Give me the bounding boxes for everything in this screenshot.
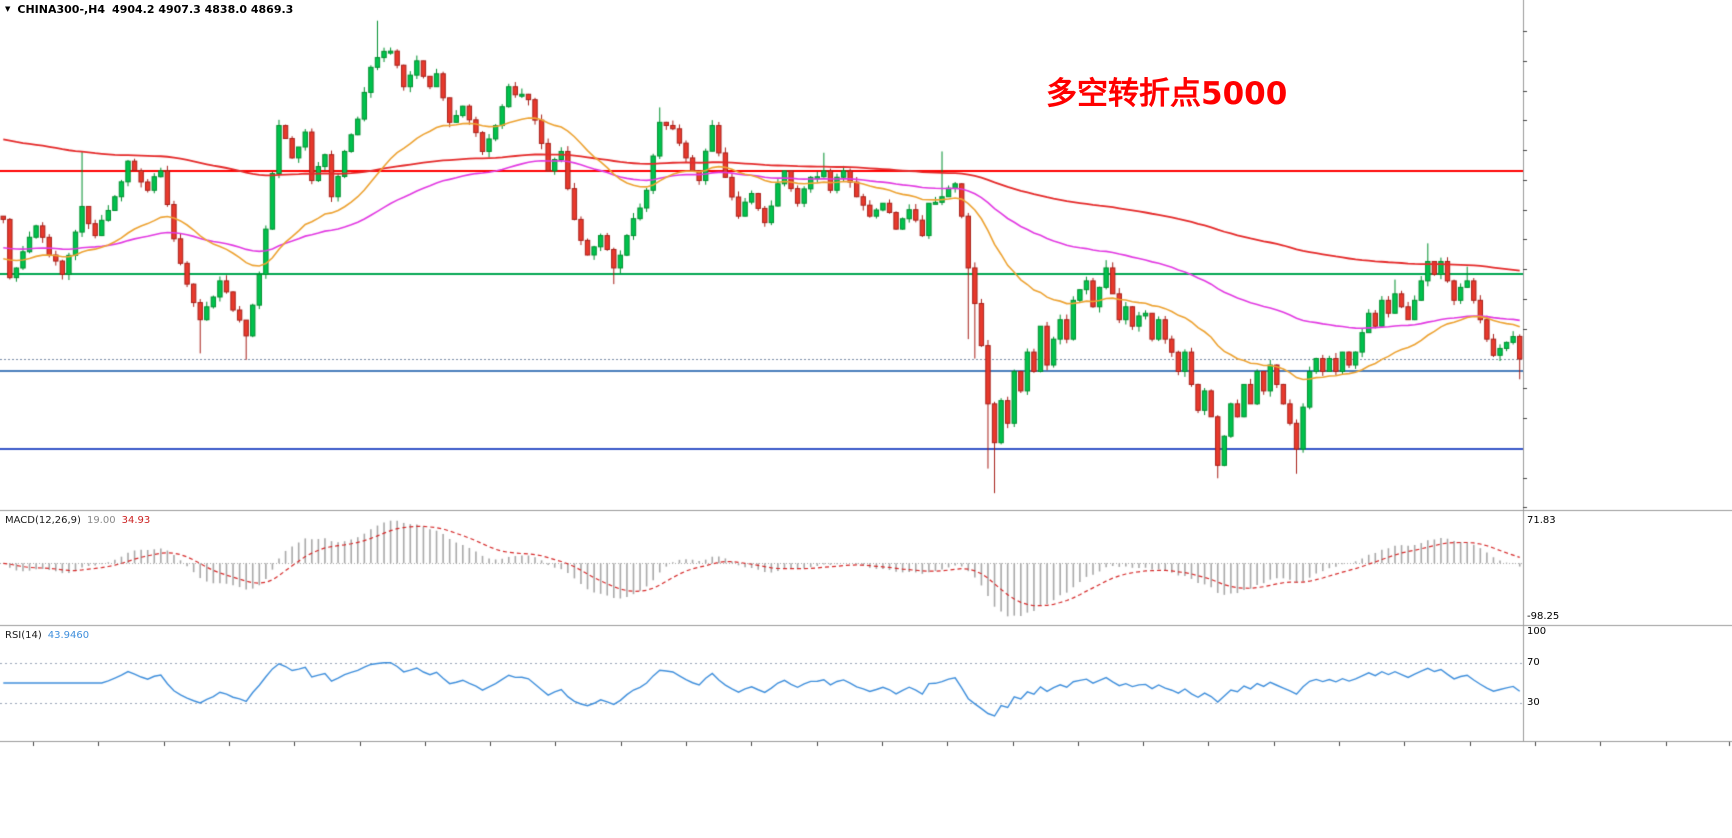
rsi-axis-label: 70 (1527, 656, 1540, 668)
chart-title: ▼ CHINA300-,H4 4904.2 4907.3 4838.0 4869… (5, 3, 293, 16)
macd-name: MACD(12,26,9) (5, 515, 81, 526)
rsi-name: RSI(14) (5, 630, 42, 641)
macd-axis-label: 71.83 (1527, 515, 1556, 526)
time-scale[interactable]: 16 Apr 202122 Apr 05:0028 Apr 05:007 May… (0, 742, 1732, 764)
price-chart-canvas[interactable] (0, 0, 1732, 770)
collapse-arrow-icon[interactable]: ▼ (5, 5, 11, 13)
macd-axis-label: -98.25 (1527, 611, 1560, 622)
ohlc-readout: 4904.2 4907.3 4838.0 4869.3 (112, 3, 294, 16)
macd-indicator-label: MACD(12,26,9) 19.00 34.93 (5, 515, 156, 526)
rsi-axis-label: 30 (1527, 697, 1540, 709)
macd-main-value: 19.00 (86, 515, 116, 526)
price-scale[interactable]: 5376.05330.05284.05238.05192.05146.05100… (1523, 0, 1732, 742)
rsi-indicator-label: RSI(14) 43.9460 (5, 630, 95, 641)
symbol-period-label: CHINA300-,H4 (17, 3, 106, 16)
rsi-axis-label: 100 (1527, 626, 1547, 637)
annotation-text: 多空转折点5000 (1046, 76, 1288, 112)
macd-signal-value: 34.93 (121, 515, 151, 526)
rsi-value: 43.9460 (47, 630, 90, 641)
